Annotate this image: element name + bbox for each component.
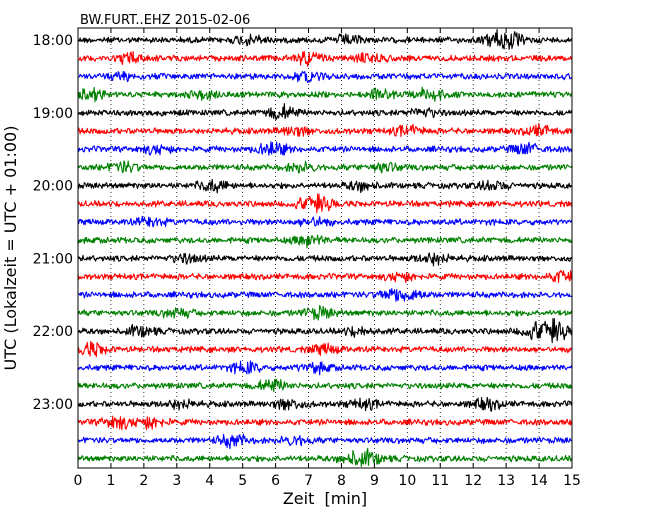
x-tick-label-11: 11 <box>431 473 449 489</box>
trace-2215 <box>77 341 573 358</box>
x-tick-label-12: 12 <box>464 473 482 489</box>
trace-2045 <box>77 234 573 249</box>
y-axis-label: UTC (Lokalzeit = UTC + 01:00) <box>1 126 20 371</box>
x-axis-ticks: 0 1 2 3 4 5 6 7 8 9 10 11 12 13 14 15 <box>74 28 581 489</box>
x-tick-label-14: 14 <box>530 473 548 489</box>
trace-1815 <box>77 50 573 67</box>
y-tick-label-21:00: 21:00 <box>33 251 73 267</box>
chart-title: BW.FURT..EHZ 2015-02-06 <box>80 13 250 28</box>
trace-2100 <box>77 252 573 267</box>
trace-1830 <box>77 71 573 84</box>
trace-2030 <box>77 215 573 228</box>
plot-frame <box>77 27 573 469</box>
trace-2200 <box>77 318 573 344</box>
x-axis-label: Zeit [min] <box>283 489 367 508</box>
x-tick-label-8: 8 <box>337 473 346 489</box>
trace-1900 <box>77 102 573 120</box>
trace-2000 <box>77 178 573 194</box>
trace-1915 <box>77 122 573 138</box>
trace-2315 <box>77 415 573 431</box>
trace-2130 <box>77 288 573 302</box>
trace-2115 <box>77 269 573 284</box>
x-tick-label-10: 10 <box>398 473 416 489</box>
trace-1800 <box>77 28 573 50</box>
trace-2330 <box>77 433 573 450</box>
trace-2245 <box>77 378 573 393</box>
y-tick-label-23:00: 23:00 <box>33 397 73 413</box>
x-tick-label-15: 15 <box>563 473 581 489</box>
trace-1945 <box>77 160 573 174</box>
y-tick-label-18:00: 18:00 <box>33 33 73 49</box>
y-tick-label-22:00: 22:00 <box>33 324 73 340</box>
x-tick-label-0: 0 <box>74 473 83 489</box>
grid-lines <box>78 28 572 468</box>
trace-2300 <box>77 396 573 412</box>
x-tick-label-1: 1 <box>106 473 115 489</box>
trace-1845 <box>77 86 573 103</box>
y-tick-label-20:00: 20:00 <box>33 179 73 195</box>
x-tick-label-5: 5 <box>238 473 247 489</box>
trace-2345 <box>77 447 573 468</box>
trace-1930 <box>77 141 573 156</box>
trace-2145 <box>77 304 573 321</box>
x-tick-label-9: 9 <box>370 473 379 489</box>
x-tick-label-7: 7 <box>304 473 313 489</box>
x-tick-label-3: 3 <box>172 473 181 489</box>
y-axis-ticks: 18:00 19:00 20:00 21:00 22:00 23:00 <box>33 33 572 413</box>
x-tick-label-6: 6 <box>271 473 280 489</box>
trace-2015 <box>77 193 573 214</box>
trace-2230 <box>77 360 573 376</box>
x-tick-label-2: 2 <box>139 473 148 489</box>
x-tick-label-13: 13 <box>497 473 515 489</box>
y-tick-label-19:00: 19:00 <box>33 106 73 122</box>
x-tick-label-4: 4 <box>205 473 214 489</box>
trace-group <box>77 28 573 468</box>
